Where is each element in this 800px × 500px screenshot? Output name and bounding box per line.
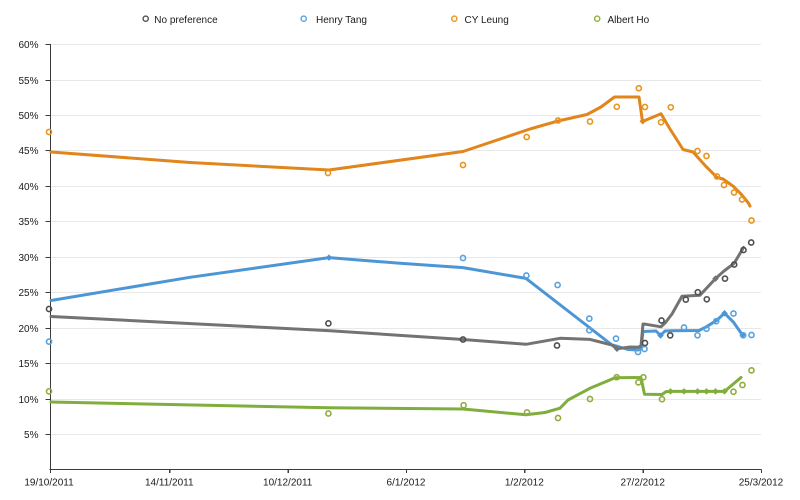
svg-text:5%: 5% bbox=[24, 430, 39, 441]
svg-text:10%: 10% bbox=[18, 395, 38, 406]
svg-text:50%: 50% bbox=[18, 111, 38, 122]
svg-text:25/3/2012: 25/3/2012 bbox=[739, 478, 784, 489]
svg-text:20%: 20% bbox=[18, 324, 38, 335]
svg-text:10/12/2011: 10/12/2011 bbox=[263, 478, 313, 489]
svg-text:55%: 55% bbox=[18, 76, 38, 87]
svg-text:60%: 60% bbox=[18, 40, 38, 51]
svg-text:35%: 35% bbox=[18, 217, 38, 228]
svg-text:40%: 40% bbox=[18, 182, 38, 193]
svg-text:1/2/2012: 1/2/2012 bbox=[505, 478, 544, 489]
svg-text:Henry Tang: Henry Tang bbox=[316, 15, 367, 26]
svg-text:19/10/2011: 19/10/2011 bbox=[24, 478, 74, 489]
svg-text:6/1/2012: 6/1/2012 bbox=[387, 478, 426, 489]
svg-text:No preference: No preference bbox=[154, 15, 218, 26]
svg-text:25%: 25% bbox=[18, 288, 38, 299]
svg-text:14/11/2011: 14/11/2011 bbox=[145, 478, 194, 489]
svg-text:15%: 15% bbox=[18, 359, 38, 370]
svg-text:45%: 45% bbox=[18, 146, 38, 157]
svg-text:Albert Ho: Albert Ho bbox=[608, 15, 650, 26]
svg-text:30%: 30% bbox=[18, 253, 38, 264]
svg-text:CY Leung: CY Leung bbox=[465, 15, 509, 26]
svg-text:27/2/2012: 27/2/2012 bbox=[620, 478, 665, 489]
